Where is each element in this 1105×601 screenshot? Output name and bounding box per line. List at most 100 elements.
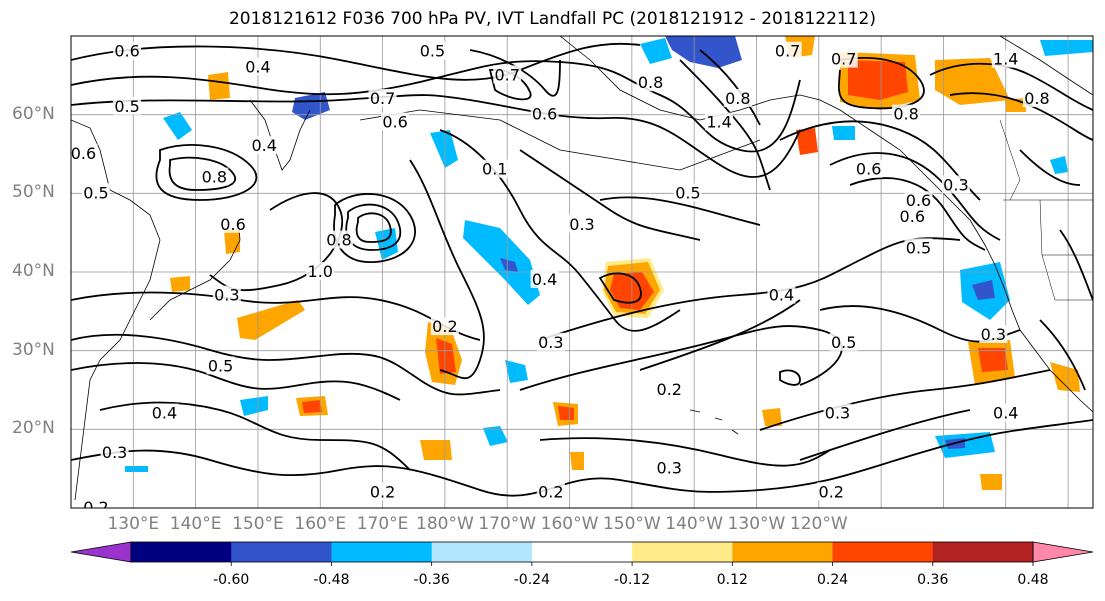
contour-label-background bbox=[829, 49, 858, 68]
contour-label: 0.5 bbox=[114, 97, 139, 116]
contour-line bbox=[469, 49, 561, 97]
contour-label: 0.6 bbox=[532, 105, 557, 124]
contour-label-background bbox=[723, 88, 752, 107]
contour-label: 0.6 bbox=[220, 215, 245, 234]
latitude-label: 60°N bbox=[12, 103, 55, 124]
shade-light-blue bbox=[375, 228, 398, 260]
contour-line bbox=[71, 333, 501, 396]
contour-line bbox=[679, 59, 771, 191]
contour-line bbox=[1019, 149, 1081, 186]
shade-light-blue bbox=[832, 126, 855, 140]
contour-label: 0.8 bbox=[725, 89, 750, 108]
shade-red bbox=[796, 128, 818, 155]
contour-label-background bbox=[536, 332, 565, 351]
contour-label-background bbox=[655, 380, 684, 398]
contour-label-background bbox=[219, 214, 248, 233]
longitude-label: 150°W bbox=[602, 514, 661, 534]
colorbar-tick-label: 0.48 bbox=[1017, 572, 1049, 588]
contour-label-background bbox=[71, 144, 98, 162]
colorbar-frame bbox=[130, 541, 1034, 563]
shade-orange bbox=[935, 58, 1010, 105]
latitude-label: 50°N bbox=[12, 182, 55, 203]
contour-line bbox=[639, 299, 801, 371]
colorbar-tick-label: -0.60 bbox=[213, 572, 250, 588]
shade-red bbox=[302, 400, 322, 413]
latitude-label: 20°N bbox=[12, 418, 55, 439]
shade-light-blue bbox=[505, 360, 528, 383]
contour-label-background bbox=[113, 96, 142, 115]
colorbar-tick-label: -0.48 bbox=[313, 572, 350, 588]
colorbar-segment bbox=[632, 542, 733, 562]
contour-label-background bbox=[536, 482, 565, 501]
contour-label-background bbox=[823, 403, 852, 422]
contour-label-background bbox=[81, 498, 110, 508]
contour-label: 0.5 bbox=[906, 238, 931, 257]
contour-label: 0.3 bbox=[102, 443, 127, 462]
colorbar-tick-label: 0.12 bbox=[716, 572, 748, 588]
contour-line bbox=[71, 42, 641, 81]
colorbar-segment bbox=[832, 542, 934, 562]
shade-blue bbox=[972, 280, 995, 300]
shade-orange bbox=[420, 440, 452, 460]
shade-light-blue bbox=[483, 426, 508, 446]
contour-label: 0.3 bbox=[981, 325, 1006, 344]
contour-label: 0.3 bbox=[214, 286, 239, 305]
contour-line bbox=[71, 362, 401, 401]
contour-label: 0.4 bbox=[993, 404, 1018, 423]
contour-label-background bbox=[368, 482, 397, 501]
contour-label: 0.7 bbox=[775, 42, 800, 61]
shade-light-blue bbox=[640, 38, 672, 64]
map-frame bbox=[70, 35, 1094, 509]
political-borders bbox=[999, 119, 1093, 301]
contour-label: 0.6 bbox=[900, 207, 925, 226]
contour-label-background bbox=[530, 269, 559, 288]
coastline-japan bbox=[149, 219, 241, 321]
contour-label-background bbox=[829, 332, 858, 351]
contour-label: 0.4 bbox=[769, 286, 794, 305]
contour-label-background bbox=[418, 41, 447, 60]
hawaii-islands bbox=[689, 409, 739, 435]
contour-line bbox=[409, 159, 485, 380]
colorbar-segment bbox=[431, 542, 533, 562]
colorbar-tick-label: -0.12 bbox=[613, 572, 651, 588]
contour-label-background bbox=[904, 238, 933, 257]
shade-blue bbox=[500, 258, 518, 272]
shade-red bbox=[558, 406, 574, 420]
contour-label: 0.4 bbox=[152, 404, 177, 423]
coastline-kamchatka bbox=[249, 99, 311, 171]
coastline-alaska bbox=[559, 36, 971, 221]
contour-line bbox=[71, 291, 481, 341]
contour-label-background bbox=[324, 230, 353, 249]
shade-light-blue bbox=[240, 396, 268, 416]
contour-line bbox=[539, 437, 831, 467]
contour-label-background bbox=[636, 73, 665, 92]
colorbar-segment bbox=[231, 542, 332, 562]
contour-label-background bbox=[655, 458, 684, 477]
contour-label-background bbox=[773, 41, 802, 60]
colorbar-segment bbox=[932, 542, 1034, 562]
contour-label-background bbox=[306, 262, 335, 280]
contour-label-background bbox=[243, 57, 272, 76]
contour-label-background bbox=[368, 88, 397, 107]
colorbar-segment bbox=[732, 542, 834, 562]
shade-light-blue bbox=[430, 130, 458, 168]
contour-label: 1.4 bbox=[993, 50, 1018, 69]
shade-orange bbox=[208, 72, 230, 100]
shade-red bbox=[848, 60, 908, 100]
contour-label-background bbox=[991, 49, 1020, 68]
colorbar-tick-label: -0.24 bbox=[513, 572, 550, 588]
contour-label: 0.5 bbox=[831, 333, 856, 352]
longitude-label: 170°W bbox=[478, 514, 537, 534]
contour-label-background bbox=[817, 482, 846, 501]
shade-light-blue bbox=[1040, 40, 1093, 56]
contour-label-background bbox=[892, 104, 921, 123]
contour-label: 0.6 bbox=[906, 191, 931, 210]
contour-label: 0.4 bbox=[251, 136, 276, 155]
contour-label: 0.2 bbox=[432, 317, 457, 336]
canada-province-border bbox=[999, 119, 1021, 201]
contour-label-background bbox=[898, 206, 927, 225]
contour-label-background bbox=[705, 112, 734, 131]
colorbar-tick-label: 0.36 bbox=[917, 572, 949, 588]
contour-label: 0.7 bbox=[370, 89, 395, 108]
